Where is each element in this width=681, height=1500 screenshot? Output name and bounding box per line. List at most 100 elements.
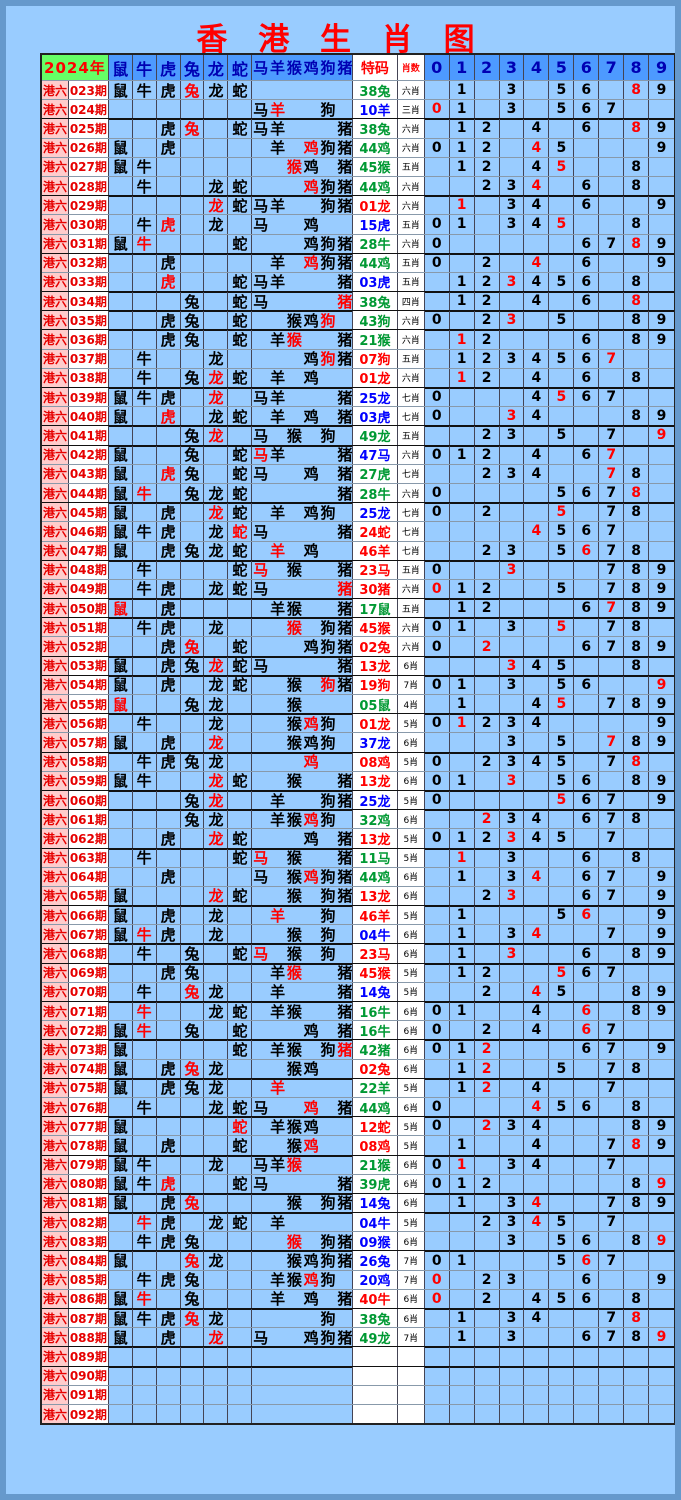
series-cell: 港六 (42, 1174, 69, 1193)
zodiac-count-cell: 6肖 (397, 1059, 425, 1078)
zodiac-cell: 蛇 (228, 81, 253, 100)
zodiac-cell (228, 790, 253, 810)
special-code-cell: 25龙 (353, 388, 398, 407)
series-cell: 港六 (42, 1347, 69, 1366)
zodiac-slot: 狗 (320, 350, 336, 368)
zodiac-cell (133, 196, 157, 215)
digit-cell (500, 963, 525, 982)
zodiac-slot: 羊 (270, 407, 286, 426)
digit-cell (500, 1059, 525, 1078)
zodiac-cell: 龙 (204, 1251, 229, 1270)
zodiac-slot: 羊 (270, 369, 286, 387)
zodiac-slot: 马 (253, 215, 269, 234)
digit-cell (649, 1098, 674, 1116)
digit-cell: 0 (425, 790, 450, 810)
zodiac-slot: 马 (253, 388, 269, 407)
digit-cell: 2 (475, 886, 500, 906)
zodiac-cell (157, 695, 181, 714)
special-code-cell: 26兔 (353, 1251, 398, 1270)
digit-cell (524, 675, 550, 694)
digit-cell (475, 733, 500, 752)
zodiac-wide-cell: 马猴猪 (252, 560, 353, 579)
digit-cell (500, 368, 525, 387)
series-cell: 港六 (42, 349, 69, 368)
zodiac-slot: 狗 (320, 714, 336, 733)
period-cell: 039期 (68, 388, 109, 407)
digit-cell (425, 1059, 450, 1078)
zodiac-slot: 猪 (337, 849, 353, 867)
zodiac-cell: 龙 (204, 81, 229, 100)
digit-cell: 6 (574, 272, 600, 292)
zodiac-cell (204, 1289, 229, 1308)
period-cell: 070期 (68, 982, 109, 1001)
digit-cell (649, 753, 674, 771)
zodiac-cell: 蛇 (228, 1136, 253, 1155)
digit-cell (549, 330, 575, 349)
table-row: 港六 033期虎蛇马羊猪 03虎 五肖 1 2 3 4 5 6 8 (42, 271, 674, 292)
zodiac-cell (133, 1059, 157, 1078)
digit-cell (425, 925, 450, 944)
digit-cell (624, 522, 650, 541)
zodiac-count-cell: 7肖 (397, 1270, 425, 1289)
zodiac-header: 兔 (180, 55, 205, 80)
zodiac-cell (109, 196, 133, 215)
digit-cell (450, 1385, 475, 1404)
digit-cell (524, 560, 550, 579)
special-code-cell: 01龙 (353, 196, 398, 215)
zodiac-slot: 羊 (270, 1117, 286, 1136)
zodiac-cell: 兔 (181, 1309, 205, 1328)
zodiac-wide-cell: 羊猴猪 (252, 599, 353, 618)
digit-cell (649, 1213, 674, 1231)
digit-cell (500, 1002, 525, 1021)
digit-cell: 6 (574, 1232, 600, 1251)
digit-cell (524, 483, 550, 503)
series-cell: 港六 (42, 119, 69, 138)
zodiac-cell: 牛 (133, 368, 157, 387)
period-cell: 068期 (68, 944, 109, 963)
digit-cell (549, 1136, 575, 1155)
digit-cell (425, 157, 450, 176)
digit-cell: 9 (656, 868, 667, 885)
series-cell: 港六 (42, 1328, 69, 1347)
special-code-cell: 03虎 (353, 272, 398, 292)
period-cell: 026期 (68, 138, 109, 157)
digit-cell: 6 (574, 388, 600, 407)
digit-cell (649, 100, 674, 118)
table-row: 港六 050期鼠虎羊猴猪 17鼠 五肖 1 2 6 7 8 9 (42, 598, 674, 618)
digit-cell (425, 330, 450, 349)
zodiac-cell: 兔 (181, 1078, 205, 1097)
special-code-cell: 11马 (353, 848, 398, 867)
digit-cell (624, 253, 650, 272)
zodiac-cell: 牛 (133, 1213, 157, 1232)
digit-cell: 4 (524, 810, 550, 829)
digit-cell: 1 (450, 618, 475, 637)
table-row: 港六 047期鼠虎兔龙蛇羊鸡 46羊 七肖 2 3 5 6 7 8 (42, 540, 674, 560)
zodiac-cell (181, 886, 205, 906)
zodiac-cell: 牛 (133, 848, 157, 867)
zodiac-cell (181, 1385, 205, 1404)
zodiac-cell (157, 714, 181, 733)
zodiac-header: 猴 (286, 59, 302, 77)
special-code-cell: 25龙 (353, 503, 398, 522)
series-cell: 港六 (42, 675, 69, 694)
digit-cell (475, 1155, 500, 1174)
zodiac-cell (181, 388, 205, 407)
digit-cell: 7 (599, 234, 625, 253)
zodiac-wide-cell: 马猴猪 (252, 848, 353, 867)
digit-cell: 5 (549, 771, 575, 790)
zodiac-slot: 马 (253, 292, 269, 311)
zodiac-cell (204, 445, 229, 464)
digit-cell (475, 1404, 500, 1424)
zodiac-count-cell: 5肖 (397, 1213, 425, 1232)
zodiac-count-cell: 5肖 (397, 963, 425, 982)
digit-cell (475, 1251, 500, 1270)
digit-cell: 4 (524, 407, 550, 426)
digit-cell (475, 771, 500, 790)
digit-cell (500, 1404, 525, 1424)
special-code-cell: 28牛 (353, 483, 398, 503)
digit-cell: 3 (500, 100, 525, 119)
zodiac-wide-cell: 羊猴鸡狗 (252, 810, 353, 829)
zodiac-wide-cell: 马羊猪 (252, 445, 353, 464)
zodiac-cell (157, 1251, 181, 1270)
digit-header: 9 (649, 55, 674, 80)
